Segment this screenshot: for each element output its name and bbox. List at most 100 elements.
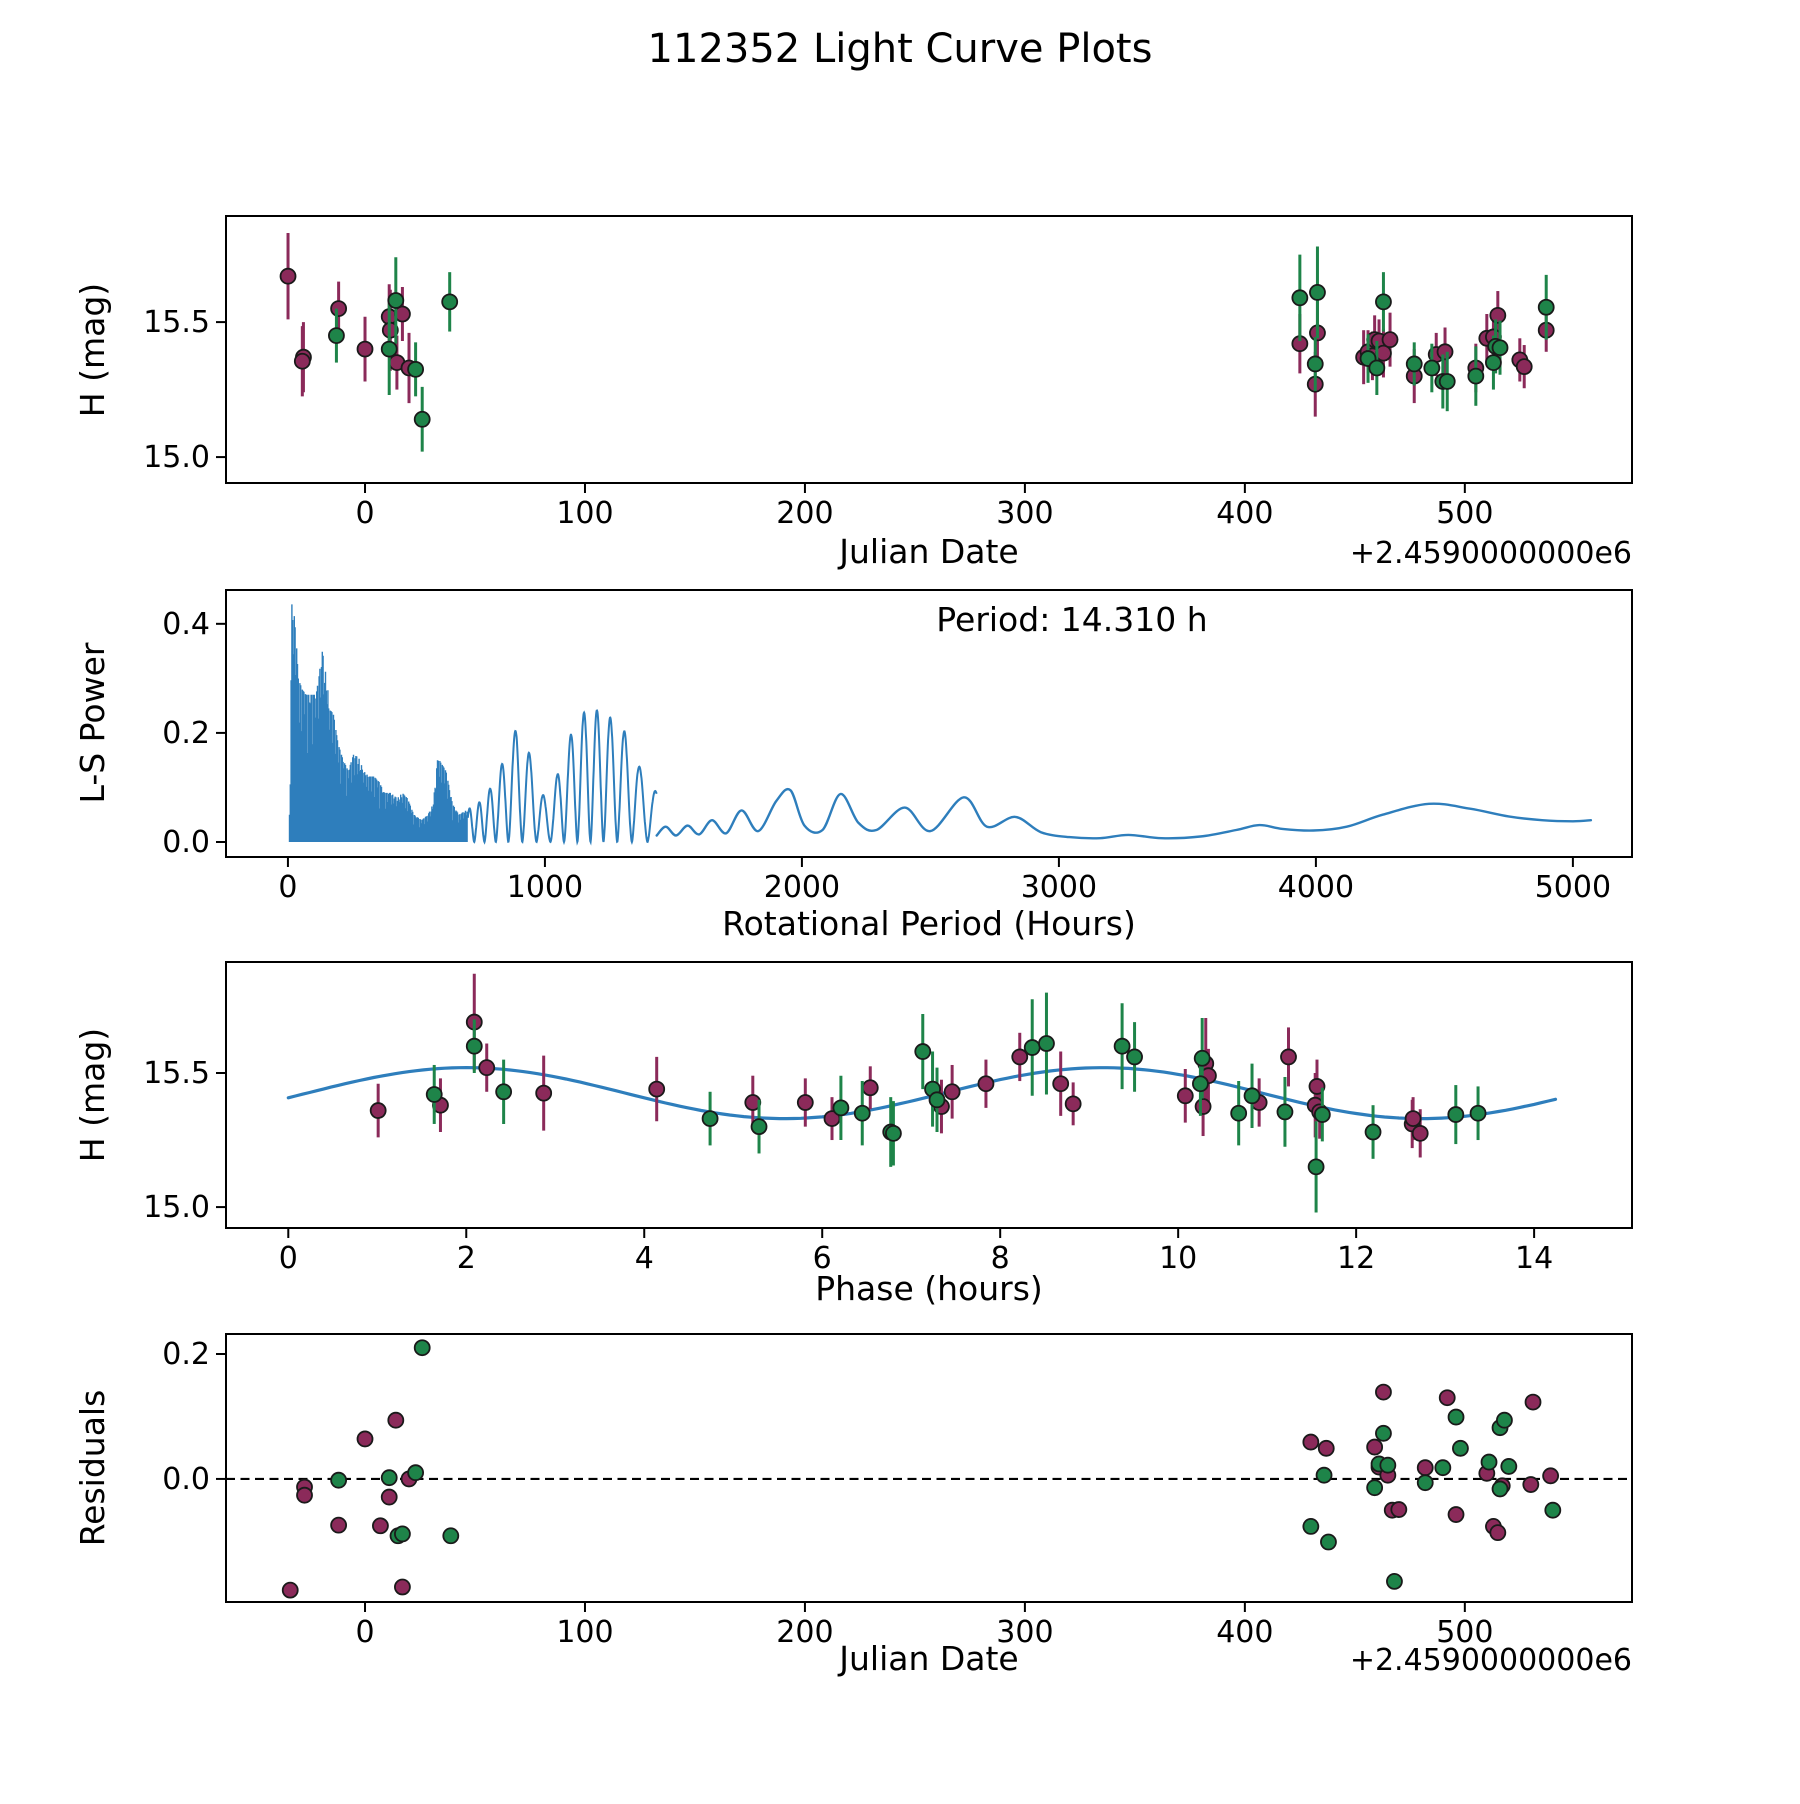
data-point-marker (394, 1578, 411, 1596)
data-point-marker (1052, 1075, 1070, 1093)
y-tick-label: 0.0 (162, 1462, 210, 1497)
plot-frame (225, 1333, 1633, 1603)
data-point-marker (1452, 1439, 1469, 1457)
plot-content (279, 233, 1555, 452)
data-point-marker (1193, 1049, 1211, 1067)
data-point-marker (1404, 1110, 1422, 1127)
data-point-marker (1436, 343, 1454, 361)
data-point-marker (977, 1075, 995, 1093)
data-point-marker (1491, 339, 1509, 357)
y-tick-label: 0.2 (162, 1337, 210, 1372)
plot3-y-axis-label: H (mag) (73, 1028, 112, 1162)
data-point-marker (1390, 1501, 1408, 1518)
plot-content (226, 1339, 1632, 1599)
data-point-marker (281, 1581, 299, 1599)
x-tick-label: 1000 (507, 870, 583, 905)
plot4-residuals: 0 100 200 300 400 500 0.0 0.2 (162, 1333, 1633, 1650)
data-point-marker (293, 352, 311, 370)
data-point-marker (1176, 1087, 1194, 1105)
plot1-x-axis-label: Julian Date (837, 532, 1019, 571)
data-point-marker (1542, 1467, 1560, 1485)
plot4-x-axis-label: Julian Date (837, 1639, 1019, 1678)
data-point-marker (407, 1464, 425, 1482)
plot2-x-axis-label: Rotational Period (Hours) (722, 904, 1136, 943)
data-point-marker (380, 340, 398, 358)
data-point-marker (1467, 367, 1485, 385)
data-point-marker (1113, 1037, 1131, 1055)
series-observation-set-1 (369, 973, 1429, 1158)
x-tick-label: 400 (1216, 496, 1273, 531)
x-tick-label: 100 (556, 496, 613, 531)
data-point-marker (1544, 1501, 1562, 1519)
data-point-marker (387, 1411, 405, 1429)
period-annotation: Period: 14.310 h (936, 600, 1207, 639)
data-point-marker (1416, 1459, 1434, 1477)
data-point-marker (407, 360, 425, 378)
x-tick-label: 500 (1436, 496, 1493, 531)
data-point-marker (1447, 1106, 1465, 1123)
data-point-marker (861, 1079, 879, 1097)
figure-title: 112352 Light Curve Plots (648, 26, 1153, 72)
data-point-marker (1405, 355, 1423, 373)
data-point-marker (1315, 1466, 1333, 1484)
series-observation-set-1 (281, 1383, 1560, 1599)
x-tick-label: 6 (813, 1241, 832, 1276)
x-tick-label: 0 (278, 870, 297, 905)
data-point-marker (1375, 1383, 1392, 1401)
data-point-marker (796, 1094, 814, 1111)
data-point-marker (330, 1471, 348, 1489)
data-point-marker (1280, 1048, 1297, 1066)
data-point-marker (1515, 358, 1533, 376)
data-point-marker (1064, 1095, 1082, 1113)
data-point-marker (380, 1488, 398, 1506)
plot2-y-axis-label: L-S Power (73, 642, 112, 803)
data-point-marker (330, 1516, 348, 1534)
data-point-marker (369, 1102, 387, 1119)
data-point-marker (1320, 1533, 1337, 1551)
data-point-marker (279, 267, 297, 285)
x-tick-label: 10 (1159, 1241, 1197, 1276)
data-point-marker (1386, 1572, 1403, 1590)
series-observation-set-2 (330, 1339, 1562, 1590)
data-point-marker (441, 293, 459, 311)
data-point-marker (750, 1118, 768, 1136)
data-point-marker (1276, 1103, 1294, 1121)
data-point-marker (1434, 1459, 1452, 1477)
periodogram-lobe-region (466, 709, 658, 846)
data-point-marker (832, 1099, 850, 1117)
data-point-marker (943, 1083, 961, 1101)
x-tick-label: 0 (279, 1241, 298, 1276)
data-point-marker (394, 1525, 411, 1543)
data-point-marker (425, 1086, 443, 1103)
data-point-marker (1489, 306, 1507, 324)
series-observation-set-2 (425, 992, 1487, 1213)
data-point-marker (853, 1104, 871, 1122)
x-tick-label: 100 (556, 1615, 613, 1650)
y-tick-label: 15.5 (143, 1056, 210, 1091)
data-point-marker (1438, 373, 1456, 390)
data-point-marker (1023, 1039, 1041, 1056)
plot3-phased-curve: 0 2 4 6 8 10 12 14 15.0 15.5 (143, 961, 1633, 1276)
x-tick-label: 4000 (1278, 870, 1354, 905)
data-point-marker (1447, 1408, 1465, 1426)
data-point-marker (1500, 1458, 1518, 1475)
x-tick-label: 2 (457, 1241, 476, 1276)
plot-frame (225, 215, 1633, 484)
data-point-marker (1194, 1098, 1212, 1115)
x-tick-label: 12 (1337, 1241, 1375, 1276)
data-point-marker (885, 1124, 902, 1142)
data-point-marker (1423, 359, 1441, 377)
data-point-marker (478, 1059, 496, 1077)
x-tick-label: 200 (776, 1615, 833, 1650)
data-point-marker (372, 1517, 389, 1535)
plot-content (286, 973, 1558, 1213)
plot-frame (225, 961, 1633, 1229)
data-point-marker (1368, 359, 1386, 377)
data-point-marker (442, 1527, 460, 1545)
y-tick-label: 0.4 (162, 607, 210, 642)
plot3-x-axis-label: Phase (hours) (815, 1269, 1043, 1308)
data-point-marker (413, 1339, 431, 1357)
series-observation-set-1 (279, 233, 1555, 417)
